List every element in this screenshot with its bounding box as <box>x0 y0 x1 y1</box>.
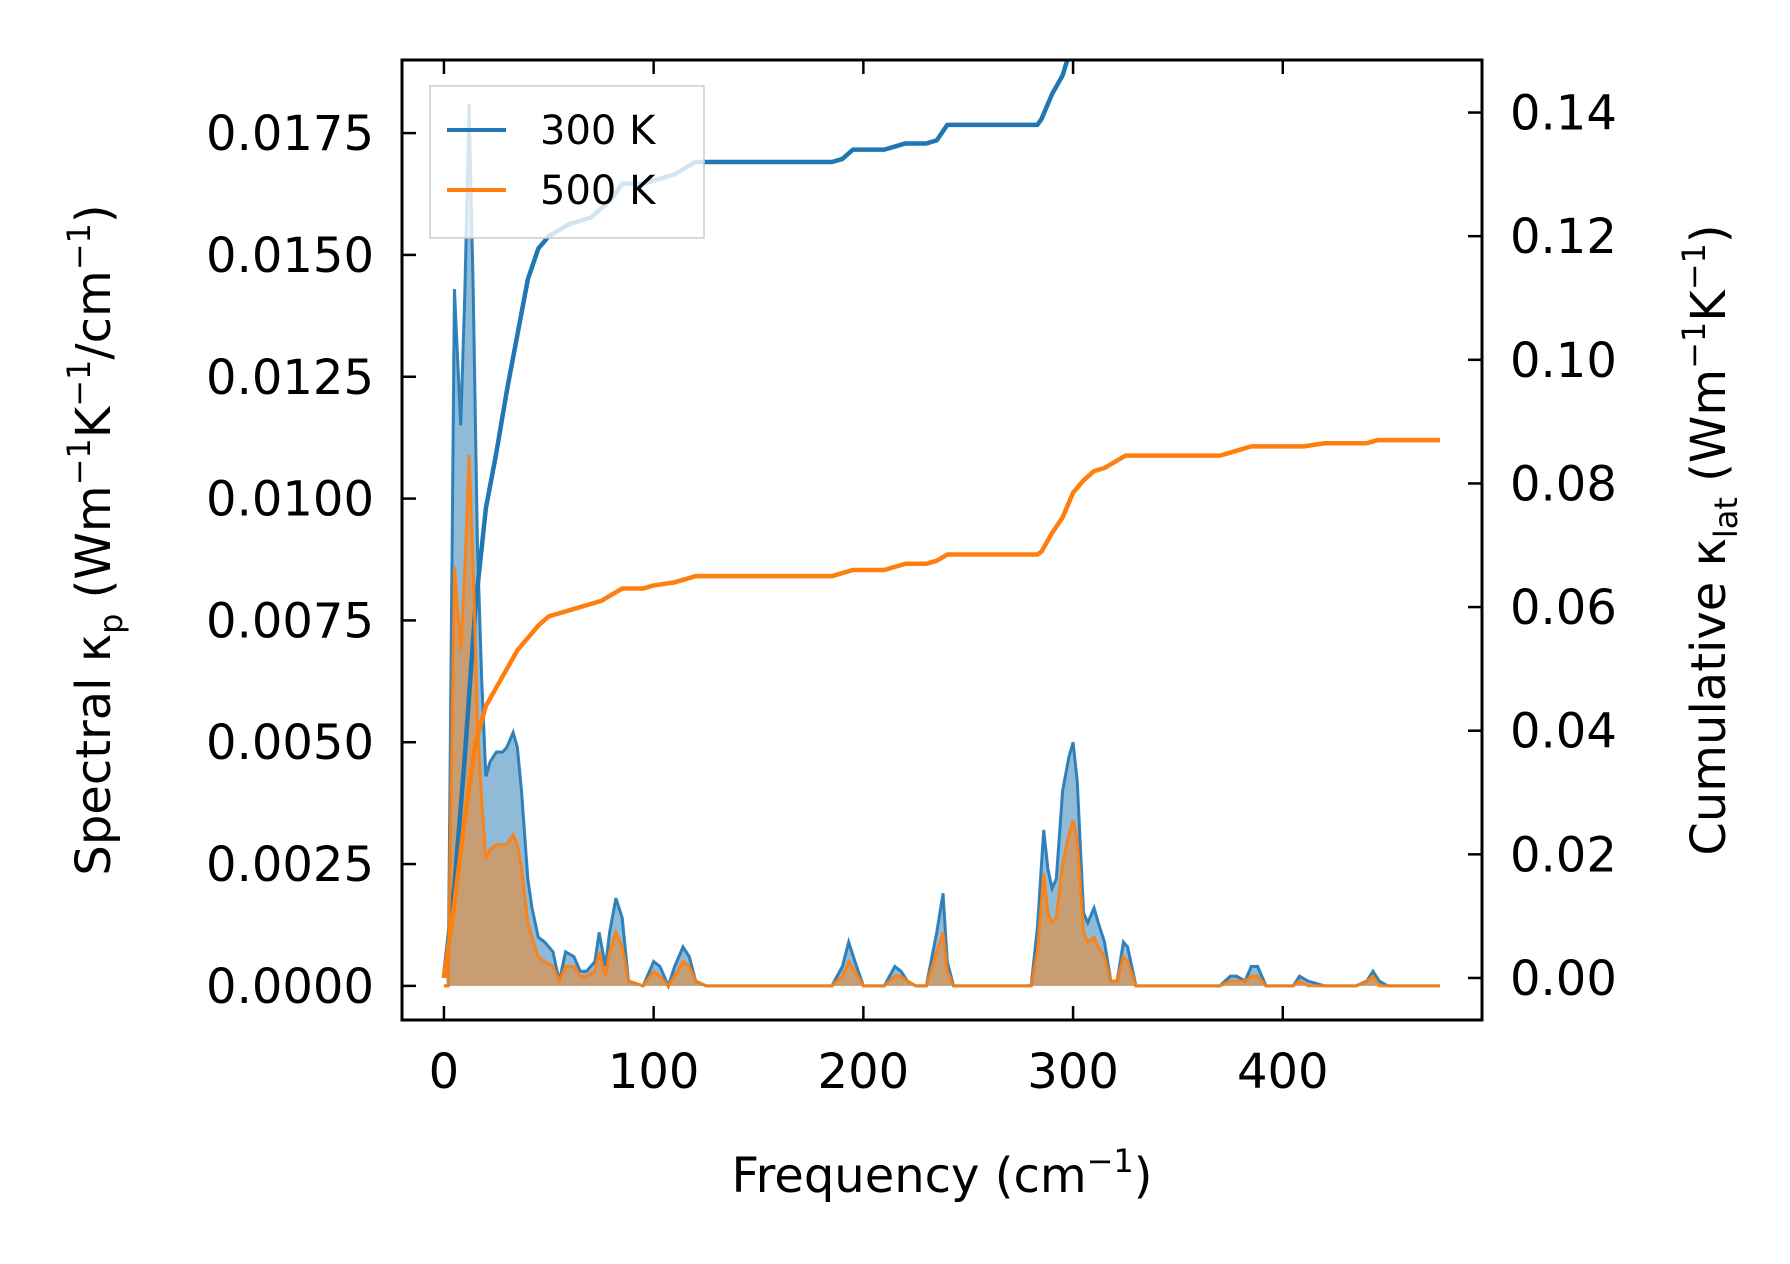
y-axis-left-label-part: ) <box>66 204 122 223</box>
y-right-tick-label: 0.08 <box>1510 456 1617 512</box>
spectral-line-500k <box>443 454 1441 989</box>
x-axis-label-tail: ) <box>1134 1148 1153 1204</box>
y-right-tick-label: 0.00 <box>1510 951 1617 1007</box>
y-axis-left-label-part: K <box>66 405 122 438</box>
spectral-line-300k <box>443 103 1441 991</box>
y-left-tick-label: 0.0000 <box>206 959 374 1015</box>
y-axis-left-label-part: /cm <box>66 270 122 359</box>
y-axis-right-label-part: −1 <box>1675 243 1713 290</box>
legend-label-300k: 300 K <box>540 108 657 154</box>
y-right-tick-label: 0.04 <box>1510 704 1617 760</box>
y-right-tick-label: 0.02 <box>1510 827 1617 883</box>
y-axis-left-label-part: −1 <box>60 360 98 407</box>
y-left-tick-label: 0.0050 <box>206 715 374 771</box>
cumulative-line-500k <box>441 437 1441 979</box>
y-axis-right-label-part: K <box>1681 289 1737 322</box>
y-axis-right-label-part: Cumulative κ <box>1681 538 1737 856</box>
y-axis-left-label-part: p <box>92 614 130 634</box>
y-axis-right-label-part: lat <box>1707 497 1745 538</box>
y-axis-left-label: Spectral κp (Wm−1K−1/cm−1) <box>60 204 130 875</box>
tick-layer: 0 100 200 300 400 0.0000 0.0025 0.0050 0.0075 0.0… <box>206 60 1617 1100</box>
x-tick-label: 300 <box>1027 1044 1119 1100</box>
y-left-tick-label: 0.0175 <box>206 106 374 162</box>
y-left-tick-label: 0.0075 <box>206 593 374 649</box>
y-right-tick-label: 0.14 <box>1510 86 1617 142</box>
y-axis-right-label-part: ) <box>1681 224 1737 243</box>
y-right-tick-label: 0.06 <box>1510 580 1617 636</box>
y-left-tick-label: 0.0125 <box>206 350 374 406</box>
x-tick-label: 200 <box>818 1044 910 1100</box>
y-axis-left-label-part: Spectral κ <box>66 634 122 876</box>
y-left-tick-label: 0.0025 <box>206 837 374 893</box>
legend-label-500k: 500 K <box>540 168 657 214</box>
y-right-tick-label: 0.12 <box>1510 209 1617 265</box>
y-left-tick-label: 0.0100 <box>206 472 374 528</box>
y-axis-right-label: Cumulative κlat (Wm−1K−1) <box>1675 224 1745 855</box>
plot-frame <box>400 58 1484 1022</box>
x-axis-label-base: Frequency (cm <box>731 1148 1086 1204</box>
x-axis-label-sup: −1 <box>1087 1142 1134 1180</box>
y-left-tick-label: 0.0150 <box>206 228 374 284</box>
y-axis-left-label-part: (Wm <box>66 485 122 613</box>
y-axis-right-label-part: (Wm <box>1681 369 1737 497</box>
legend-box <box>429 85 705 239</box>
y-axis-left-label-part: −1 <box>60 438 98 485</box>
x-tick-label: 400 <box>1237 1044 1329 1100</box>
x-tick-label: 0 <box>429 1044 460 1100</box>
y-axis-right-label-part: −1 <box>1675 322 1713 369</box>
x-tick-label: 100 <box>608 1044 700 1100</box>
y-axis-left-label-part: −1 <box>60 223 98 270</box>
x-axis-label: Frequency (cm−1) <box>731 1142 1152 1204</box>
legend: 300 K 500 K <box>429 85 705 239</box>
y-right-tick-label: 0.10 <box>1510 333 1617 389</box>
